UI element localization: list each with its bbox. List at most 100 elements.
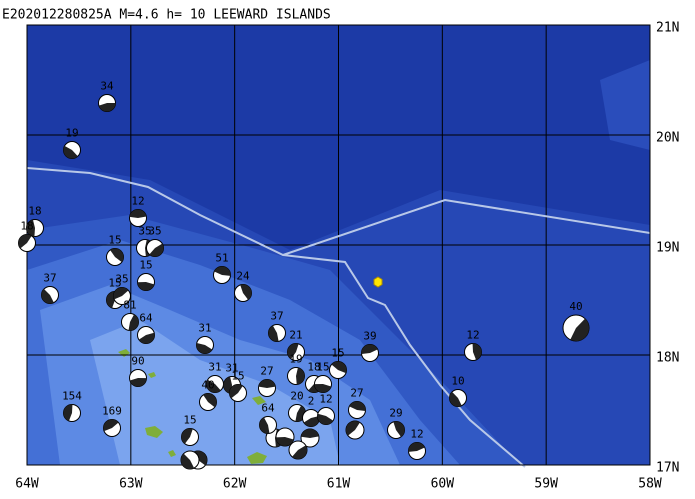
event-depth: 15 bbox=[231, 370, 244, 383]
event-depth: 21 bbox=[289, 329, 302, 342]
focal-mechanism bbox=[234, 284, 252, 302]
event-depth: 169 bbox=[102, 405, 122, 418]
compression-quadrant bbox=[331, 361, 347, 374]
focal-mechanism bbox=[268, 324, 286, 342]
compression-quadrant bbox=[138, 332, 155, 344]
compression-quadrant bbox=[292, 445, 308, 460]
focal-mechanism bbox=[287, 367, 305, 385]
event-depth: 154 bbox=[62, 390, 82, 403]
lat-label: 18N bbox=[656, 351, 679, 366]
event-depth: 64 bbox=[261, 402, 275, 415]
focal-mechanism bbox=[288, 440, 308, 460]
compression-quadrant bbox=[349, 401, 366, 412]
event-depth: 12 bbox=[466, 329, 479, 342]
title: E202012280825A M=4.6 h= 10 LEEWARD ISLAN… bbox=[2, 8, 331, 23]
compression-quadrant bbox=[259, 417, 270, 434]
focal-mechanism bbox=[196, 336, 214, 354]
focal-mechanism bbox=[146, 239, 164, 257]
focal-mechanism bbox=[314, 375, 332, 393]
focal-mechanism bbox=[449, 389, 467, 407]
focal-mechanism bbox=[361, 344, 379, 362]
focal-mechanism bbox=[213, 266, 231, 284]
compression-quadrant bbox=[472, 343, 482, 360]
compression-quadrant bbox=[128, 314, 139, 331]
event-depth: 15 bbox=[331, 347, 344, 360]
compression-quadrant bbox=[129, 378, 147, 387]
event-depth: 18 bbox=[20, 220, 33, 233]
island bbox=[148, 372, 156, 378]
focal-mechanism bbox=[302, 409, 320, 427]
event-depth: 40 bbox=[569, 300, 582, 313]
compression-quadrant bbox=[258, 379, 276, 388]
focal-mechanism bbox=[229, 384, 247, 402]
compression-quadrant bbox=[137, 282, 155, 291]
event-depth: 39 bbox=[363, 330, 376, 343]
event-depth: 15 bbox=[108, 277, 121, 290]
compression-quadrant bbox=[180, 453, 195, 470]
event-depth: 81 bbox=[123, 299, 136, 312]
compression-quadrant bbox=[98, 103, 116, 112]
focal-mechanism bbox=[180, 450, 200, 470]
event-depth: 35 bbox=[115, 273, 128, 286]
lat-label: 19N bbox=[656, 241, 679, 256]
compression-quadrant bbox=[149, 243, 164, 257]
compression-quadrant bbox=[229, 384, 243, 399]
compression-quadrant bbox=[287, 343, 299, 359]
focal-mechanism bbox=[199, 393, 217, 411]
event-depth: 37 bbox=[270, 310, 283, 323]
compression-quadrant bbox=[449, 391, 462, 407]
focal-mechanism bbox=[113, 287, 131, 305]
lat-label: 17N bbox=[656, 461, 679, 476]
lon-label: 59W bbox=[534, 477, 558, 492]
focal-mechanism bbox=[275, 427, 295, 447]
event-depth: 90 bbox=[131, 355, 144, 368]
epicenter bbox=[373, 276, 383, 288]
event-depth: 12 bbox=[410, 428, 423, 441]
focal-mechanism bbox=[137, 273, 155, 291]
compression-quadrant bbox=[26, 219, 35, 237]
event-depth: 12 bbox=[131, 195, 144, 208]
compression-quadrant bbox=[296, 367, 305, 385]
island bbox=[145, 426, 163, 438]
focal-mechanism bbox=[348, 401, 366, 419]
focal-mechanism bbox=[106, 248, 124, 266]
event-depth: 27 bbox=[350, 387, 363, 400]
event-depth: 10 bbox=[451, 375, 464, 388]
focal-mechanism bbox=[98, 94, 116, 112]
compression-quadrant bbox=[570, 318, 590, 342]
island bbox=[247, 452, 267, 464]
focal-mechanism bbox=[41, 286, 59, 304]
lon-label: 60W bbox=[431, 477, 455, 492]
grid bbox=[27, 25, 650, 465]
event-depth: 64 bbox=[139, 312, 153, 325]
focal-mechanism bbox=[300, 428, 320, 448]
compression-quadrant bbox=[268, 325, 279, 342]
compression-quadrant bbox=[103, 419, 119, 432]
compression-quadrant bbox=[314, 384, 332, 393]
event-depth: 2 bbox=[308, 395, 315, 408]
compression-quadrant bbox=[129, 209, 147, 218]
event-depth: 19 bbox=[289, 353, 302, 366]
event-depth: 31 bbox=[208, 361, 221, 374]
lon-label: 61W bbox=[327, 477, 351, 492]
compression-quadrant bbox=[303, 415, 320, 427]
focal-mechanism bbox=[387, 421, 405, 439]
compression-quadrant bbox=[18, 234, 32, 249]
compression-quadrant bbox=[393, 421, 405, 437]
focal-mechanism bbox=[121, 313, 139, 331]
compression-quadrant bbox=[240, 284, 252, 300]
focal-mechanism bbox=[317, 407, 335, 425]
event-depth: 18 bbox=[28, 205, 41, 218]
focal-mechanism bbox=[129, 209, 147, 227]
compression-quadrant bbox=[110, 248, 124, 263]
focal-mechanism bbox=[562, 314, 590, 342]
event-depth: 35 bbox=[148, 225, 161, 238]
focal-mechanism bbox=[258, 379, 276, 397]
focal-mechanism bbox=[345, 420, 365, 440]
focal-mechanism bbox=[464, 343, 482, 361]
lon-label: 64W bbox=[15, 477, 39, 492]
focal-mechanism bbox=[63, 404, 81, 422]
focal-mechanism bbox=[408, 442, 426, 460]
compression-quadrant bbox=[41, 288, 54, 304]
